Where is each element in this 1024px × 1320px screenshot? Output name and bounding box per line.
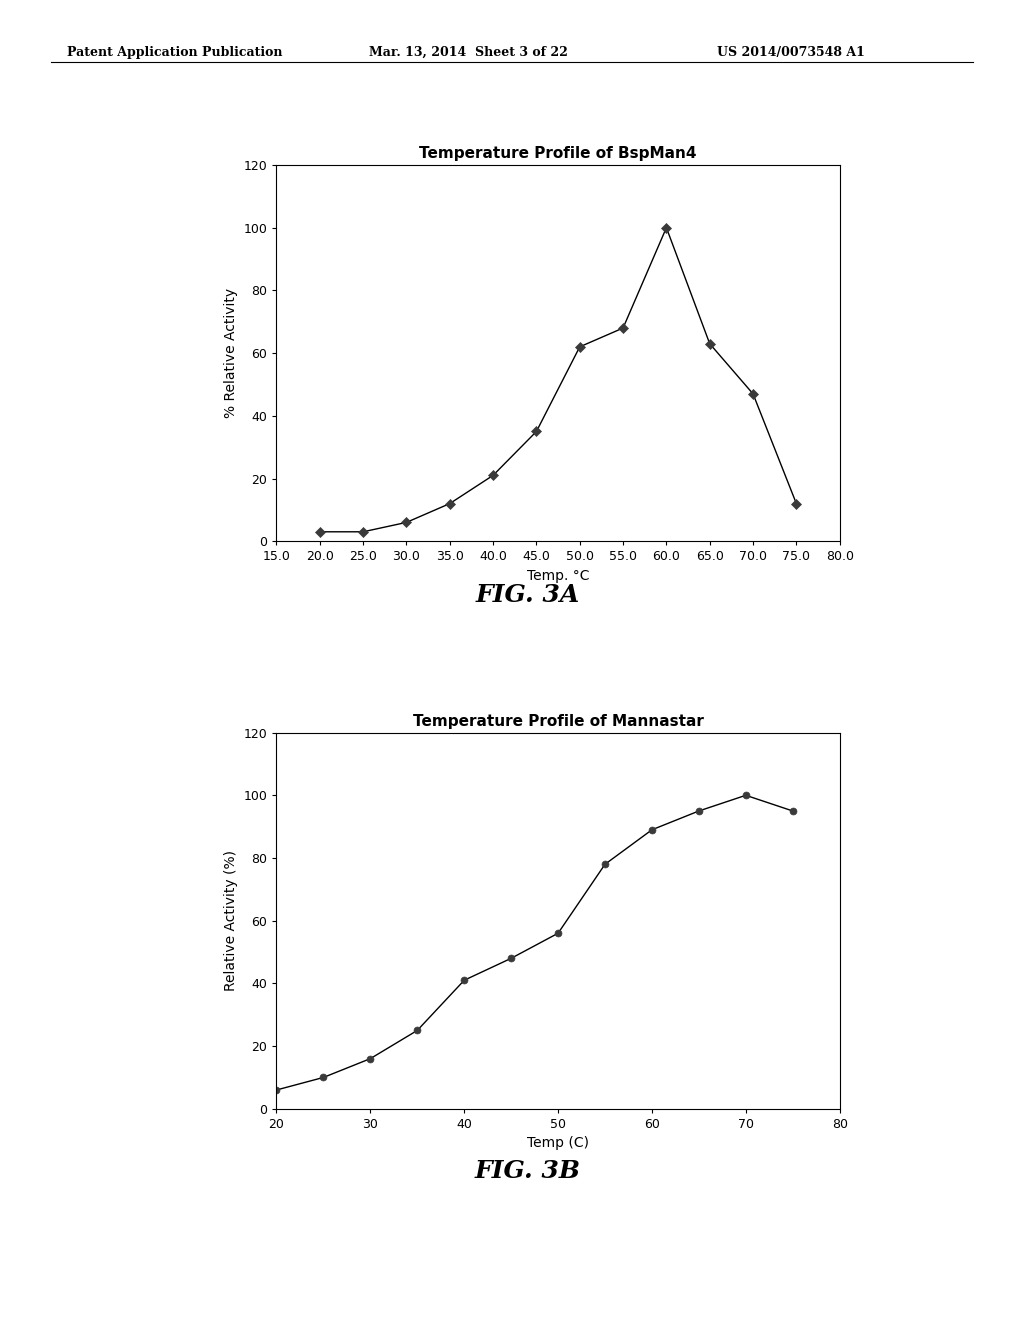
Text: FIG. 3A: FIG. 3A bbox=[475, 583, 580, 607]
Text: US 2014/0073548 A1: US 2014/0073548 A1 bbox=[717, 46, 864, 59]
Text: FIG. 3B: FIG. 3B bbox=[474, 1159, 581, 1183]
Y-axis label: Relative Activity (%): Relative Activity (%) bbox=[224, 850, 238, 991]
X-axis label: Temp (C): Temp (C) bbox=[527, 1137, 589, 1151]
Text: Patent Application Publication: Patent Application Publication bbox=[67, 46, 282, 59]
X-axis label: Temp. °C: Temp. °C bbox=[526, 569, 590, 583]
Text: Mar. 13, 2014  Sheet 3 of 22: Mar. 13, 2014 Sheet 3 of 22 bbox=[369, 46, 567, 59]
Y-axis label: % Relative Activity: % Relative Activity bbox=[224, 288, 238, 418]
Title: Temperature Profile of Mannastar: Temperature Profile of Mannastar bbox=[413, 714, 703, 729]
Title: Temperature Profile of BspMan4: Temperature Profile of BspMan4 bbox=[420, 147, 696, 161]
